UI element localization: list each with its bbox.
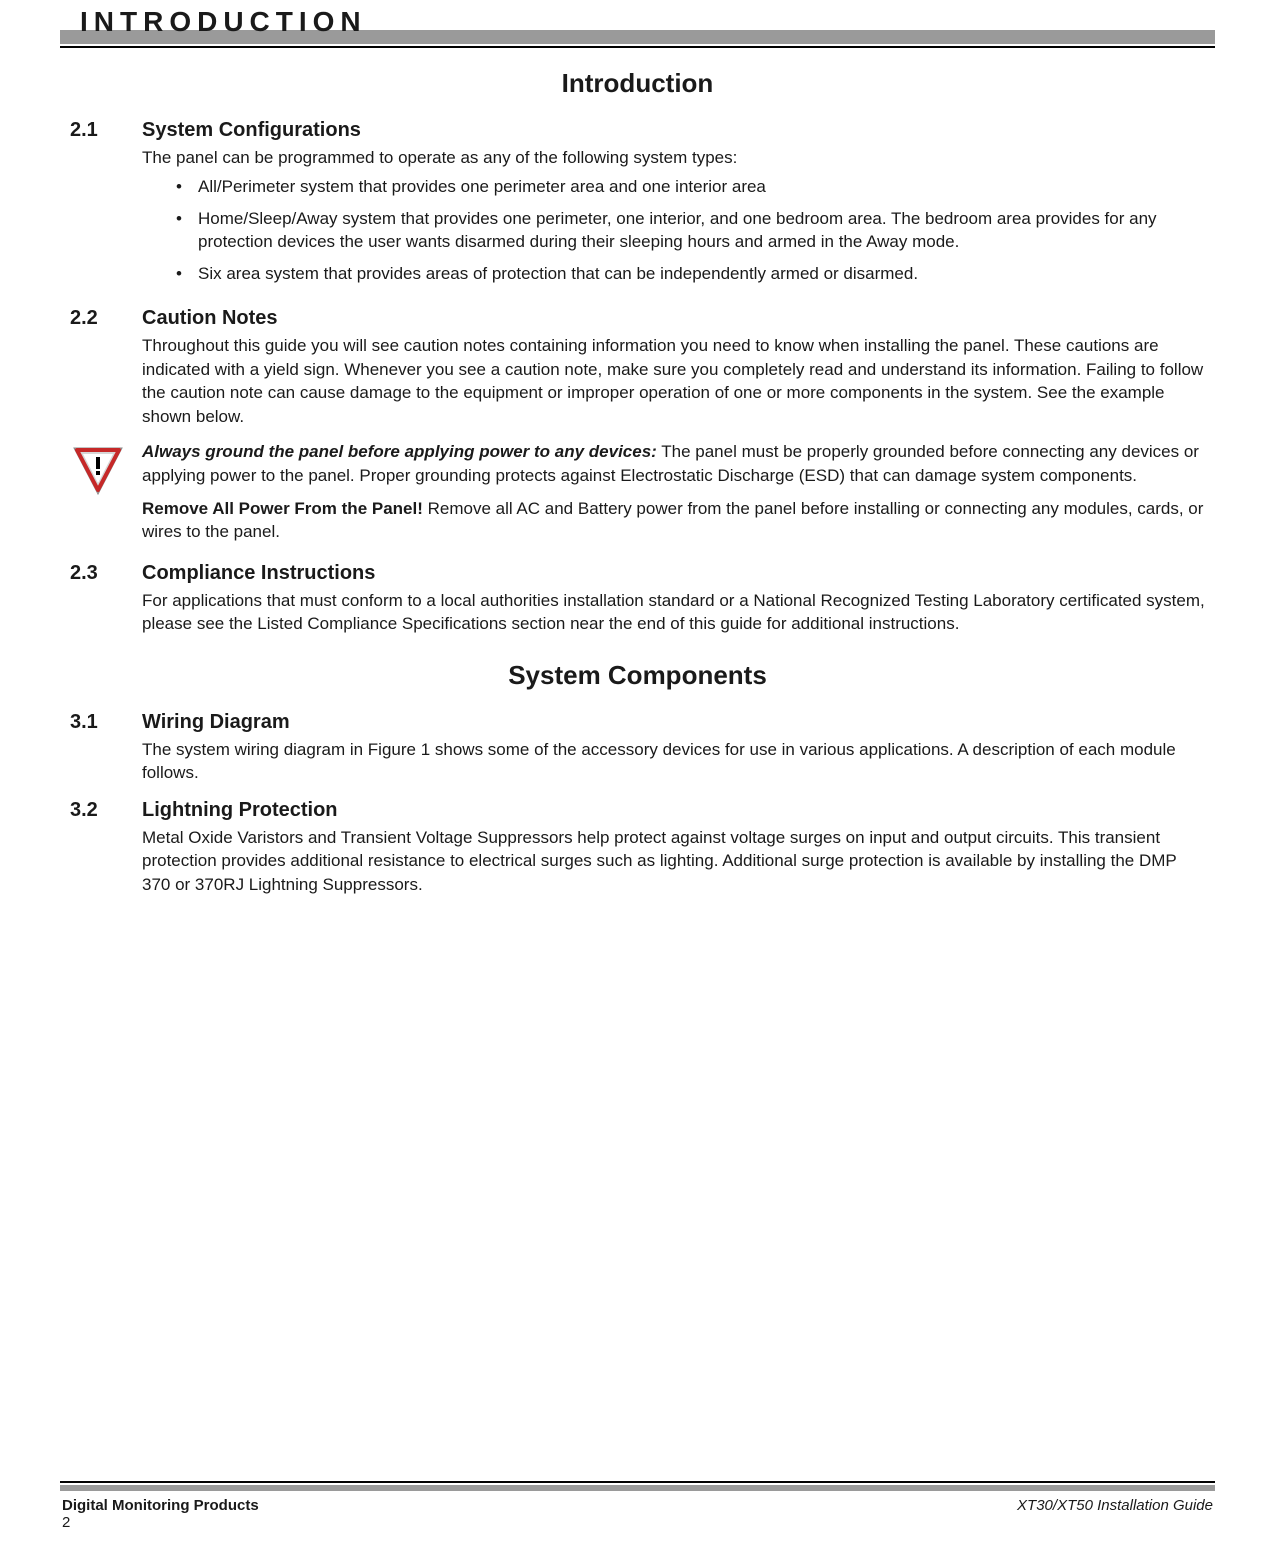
yield-icon — [70, 444, 126, 498]
section-2-3: 2.3 Compliance Instructions For applicat… — [70, 560, 1205, 636]
caution-lead: Always ground the panel before applying … — [142, 442, 657, 461]
caution-paragraph: Always ground the panel before applying … — [142, 440, 1205, 487]
caution-lead: Remove All Power From the Panel! — [142, 499, 423, 518]
list-item: Home/Sleep/Away system that provides one… — [176, 207, 1205, 254]
section-number: 3.2 — [70, 797, 142, 896]
section-number: 2.1 — [70, 117, 142, 293]
list-item: Six area system that provides areas of p… — [176, 262, 1205, 285]
section-heading: Compliance Instructions — [142, 560, 1205, 587]
section-3-2: 3.2 Lightning Protection Metal Oxide Var… — [70, 797, 1205, 896]
section-heading: Caution Notes — [142, 305, 1205, 332]
header: INTRODUCTION — [60, 0, 1215, 48]
footer-left: Digital Monitoring Products — [62, 1497, 259, 1514]
section-text: Metal Oxide Varistors and Transient Volt… — [142, 826, 1205, 896]
section-text: The system wiring diagram in Figure 1 sh… — [142, 738, 1205, 785]
bullet-list: All/Perimeter system that provides one p… — [142, 175, 1205, 285]
footer-rule-black — [60, 1481, 1215, 1483]
section-number: 3.1 — [70, 709, 142, 785]
page-title-introduction: Introduction — [70, 68, 1205, 99]
section-text: For applications that must conform to a … — [142, 589, 1205, 636]
footer: Digital Monitoring Products XT30/XT50 In… — [60, 1481, 1215, 1531]
caution-icon-wrap — [70, 440, 142, 554]
section-body: Caution Notes Throughout this guide you … — [142, 305, 1205, 428]
section-number: 2.2 — [70, 305, 142, 428]
section-2-1: 2.1 System Configurations The panel can … — [70, 117, 1205, 293]
section-body: Lightning Protection Metal Oxide Varisto… — [142, 797, 1205, 896]
section-intro: The panel can be programmed to operate a… — [142, 146, 1205, 169]
footer-text: Digital Monitoring Products XT30/XT50 In… — [60, 1491, 1215, 1514]
section-heading: Wiring Diagram — [142, 709, 1205, 736]
caution-paragraph: Remove All Power From the Panel! Remove … — [142, 497, 1205, 544]
caution-content: Always ground the panel before applying … — [142, 440, 1205, 554]
footer-right: XT30/XT50 Installation Guide — [1017, 1497, 1213, 1514]
section-heading: System Configurations — [142, 117, 1205, 144]
section-heading: Lightning Protection — [142, 797, 1205, 824]
section-body: Compliance Instructions For applications… — [142, 560, 1205, 636]
section-number: 2.3 — [70, 560, 142, 636]
page-title-system-components: System Components — [70, 660, 1205, 691]
page-number: 2 — [60, 1514, 1215, 1531]
section-text: Throughout this guide you will see cauti… — [142, 334, 1205, 428]
section-body: Wiring Diagram The system wiring diagram… — [142, 709, 1205, 785]
list-item: All/Perimeter system that provides one p… — [176, 175, 1205, 198]
content: Introduction 2.1 System Configurations T… — [60, 48, 1215, 1481]
page: INTRODUCTION Introduction 2.1 System Con… — [0, 0, 1275, 1561]
section-body: System Configurations The panel can be p… — [142, 117, 1205, 293]
section-2-2: 2.2 Caution Notes Throughout this guide … — [70, 305, 1205, 428]
caution-block: Always ground the panel before applying … — [70, 440, 1205, 554]
section-3-1: 3.1 Wiring Diagram The system wiring dia… — [70, 709, 1205, 785]
